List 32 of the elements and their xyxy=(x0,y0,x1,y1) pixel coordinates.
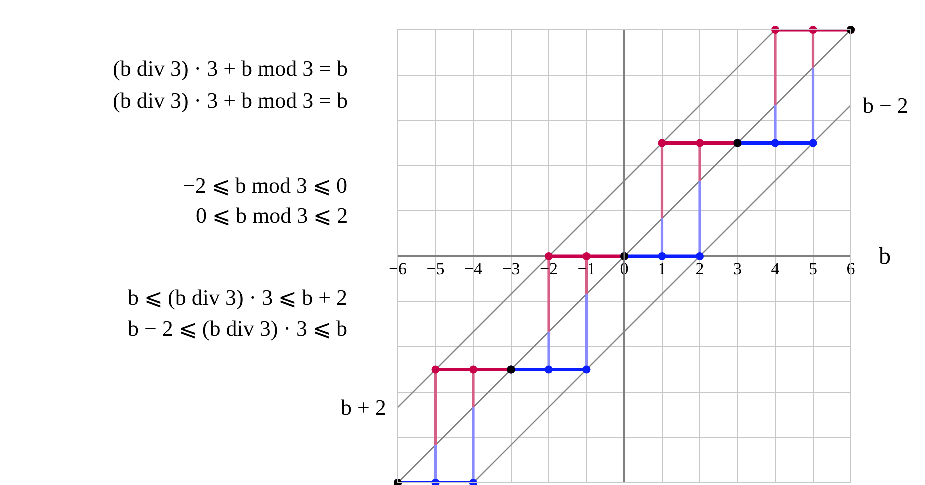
text: (b div 3) · 3 + b mod 3 = b xyxy=(113,56,348,81)
point xyxy=(696,139,704,148)
x-tick-label: −3 xyxy=(502,260,520,278)
point xyxy=(582,252,591,260)
point xyxy=(658,252,666,260)
text: 0 ⩽ b mod 3 ⩽ 2 xyxy=(196,203,348,228)
point xyxy=(545,252,553,260)
x-tick-label: 3 xyxy=(734,260,742,278)
series-label: b − 2 xyxy=(863,93,908,118)
point xyxy=(470,366,478,374)
x-tick-label: −4 xyxy=(464,260,484,278)
text: (b div 3) · 3 + b mod 3 = b xyxy=(113,88,348,113)
point xyxy=(545,366,553,374)
x-tick-label: 5 xyxy=(809,260,818,278)
x-tick-label: 1 xyxy=(658,260,666,278)
x-tick-label: 0 xyxy=(620,260,629,278)
x-tick-label: −5 xyxy=(426,260,445,278)
point xyxy=(696,252,704,260)
point xyxy=(772,139,780,148)
series-label: b + 2 xyxy=(341,395,386,420)
x-tick-label: 2 xyxy=(696,260,704,278)
x-tick-label: 6 xyxy=(846,260,856,278)
text: b ⩽ (b div 3) · 3 ⩽ b + 2 xyxy=(128,285,348,310)
text: b − 2 ⩽ (b div 3) · 3 ⩽ b xyxy=(128,316,348,341)
x-axis-title: b xyxy=(879,244,891,270)
point xyxy=(432,366,440,374)
point xyxy=(809,139,818,148)
text: −2 ⩽ b mod 3 ⩽ 0 xyxy=(183,173,348,198)
point xyxy=(582,366,591,374)
x-tick-label: 4 xyxy=(771,260,780,278)
point xyxy=(658,139,666,148)
x-tick-label: −6 xyxy=(388,260,408,278)
